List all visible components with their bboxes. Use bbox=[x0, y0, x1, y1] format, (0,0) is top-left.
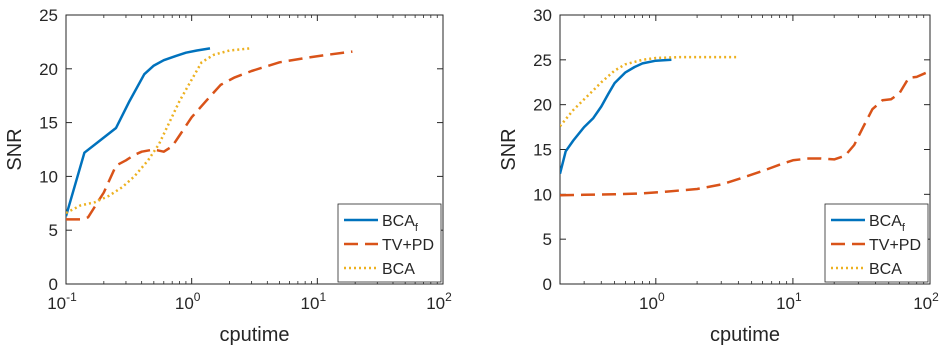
y-tick-label: 25 bbox=[533, 51, 552, 70]
x-tick-label: 101 bbox=[301, 290, 327, 313]
y-axis-label: SNR bbox=[498, 128, 520, 170]
x-axis-label: cputime bbox=[710, 324, 780, 346]
y-tick-label: 20 bbox=[39, 60, 58, 79]
legend-entry-2: TV+PD bbox=[382, 237, 434, 254]
chart-panel-2: 100 101 102 0 5 10 15 20 25 30 cputime SNR BCAf TV+PD… bbox=[498, 6, 939, 346]
series-line-3 bbox=[560, 55, 739, 127]
legend-entry-1: BCAf bbox=[869, 213, 906, 234]
series-line-3 bbox=[66, 47, 250, 215]
y-tick-label: 25 bbox=[39, 6, 58, 25]
series-line-1 bbox=[560, 58, 672, 175]
chart-panel-1: 10-1 100 101 102 0 5 10 15 20 25 cputime SNR BCAf TV+… bbox=[4, 6, 452, 346]
legend: BCAf TV+PD BCA bbox=[337, 203, 442, 283]
y-tick-label: 5 bbox=[543, 230, 552, 249]
y-tick-label: 5 bbox=[49, 221, 58, 240]
y-tick-label: 20 bbox=[533, 96, 552, 115]
y-tick-label: 0 bbox=[49, 275, 58, 294]
series-line-1 bbox=[66, 47, 211, 217]
x-tick-label: 100 bbox=[175, 290, 201, 313]
y-tick-label: 10 bbox=[533, 185, 552, 204]
x-tick-label: 102 bbox=[913, 290, 939, 313]
x-axis-label: cputime bbox=[219, 324, 289, 346]
y-axis-label: SNR bbox=[4, 128, 26, 170]
x-tick-label: 100 bbox=[639, 290, 665, 313]
legend: BCAf TV+PD BCA bbox=[824, 203, 929, 283]
y-tick-label: 15 bbox=[533, 141, 552, 160]
y-tick-label: 15 bbox=[39, 114, 58, 133]
y-tick-label: 10 bbox=[39, 167, 58, 186]
legend-entry-3: BCA bbox=[382, 261, 415, 278]
series-line-2 bbox=[66, 50, 353, 221]
series-line-2 bbox=[560, 71, 928, 197]
x-tick-label: 10-1 bbox=[47, 290, 77, 313]
x-tick-label: 101 bbox=[776, 290, 802, 313]
y-tick-label: 0 bbox=[543, 275, 552, 294]
legend-entry-3: BCA bbox=[869, 261, 902, 278]
legend-entry-1: BCAf bbox=[382, 213, 419, 234]
x-tick-label: 102 bbox=[426, 290, 452, 313]
legend-entry-2: TV+PD bbox=[869, 237, 921, 254]
y-tick-label: 30 bbox=[533, 6, 552, 25]
